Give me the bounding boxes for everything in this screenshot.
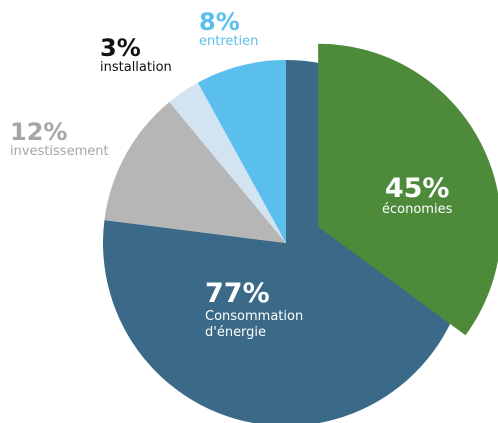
label-consommation-text2: d'énergie xyxy=(205,325,267,340)
label-economies: 45% économies xyxy=(382,175,452,216)
slice-entretien xyxy=(197,60,286,243)
slice-investissement xyxy=(104,101,286,243)
slice-installation xyxy=(169,82,286,243)
label-consommation: 77% Consommation d'énergie xyxy=(205,280,303,339)
label-economies-pct: 45% xyxy=(384,173,450,204)
label-economies-text: économies xyxy=(382,202,453,217)
label-installation: 3% installation xyxy=(100,36,172,74)
label-entretien: 8% entretien xyxy=(199,10,258,48)
label-investissement: 12% investissement xyxy=(10,120,109,158)
label-installation-pct: 3% xyxy=(100,34,141,62)
label-consommation-pct: 77% xyxy=(205,278,270,309)
label-consommation-text1: Consommation xyxy=(205,309,304,324)
slice-economies xyxy=(318,43,498,336)
label-entretien-text: entretien xyxy=(199,34,259,49)
label-investissement-pct: 12% xyxy=(10,118,68,146)
label-investissement-text: investissement xyxy=(10,144,109,159)
label-entretien-pct: 8% xyxy=(199,8,240,36)
label-installation-text: installation xyxy=(100,60,172,75)
